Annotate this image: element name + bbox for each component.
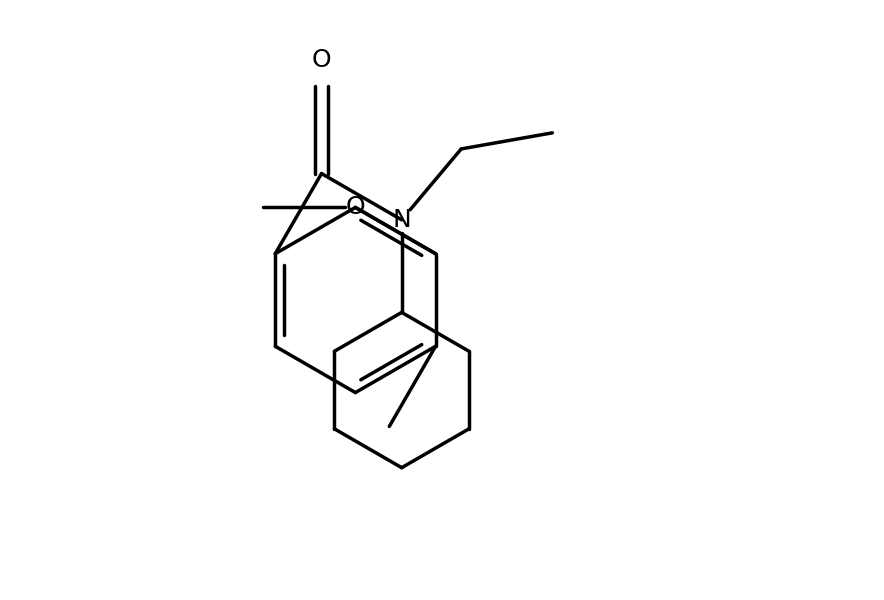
Text: N: N (392, 208, 411, 232)
Text: O: O (312, 49, 332, 73)
Text: O: O (346, 196, 365, 220)
